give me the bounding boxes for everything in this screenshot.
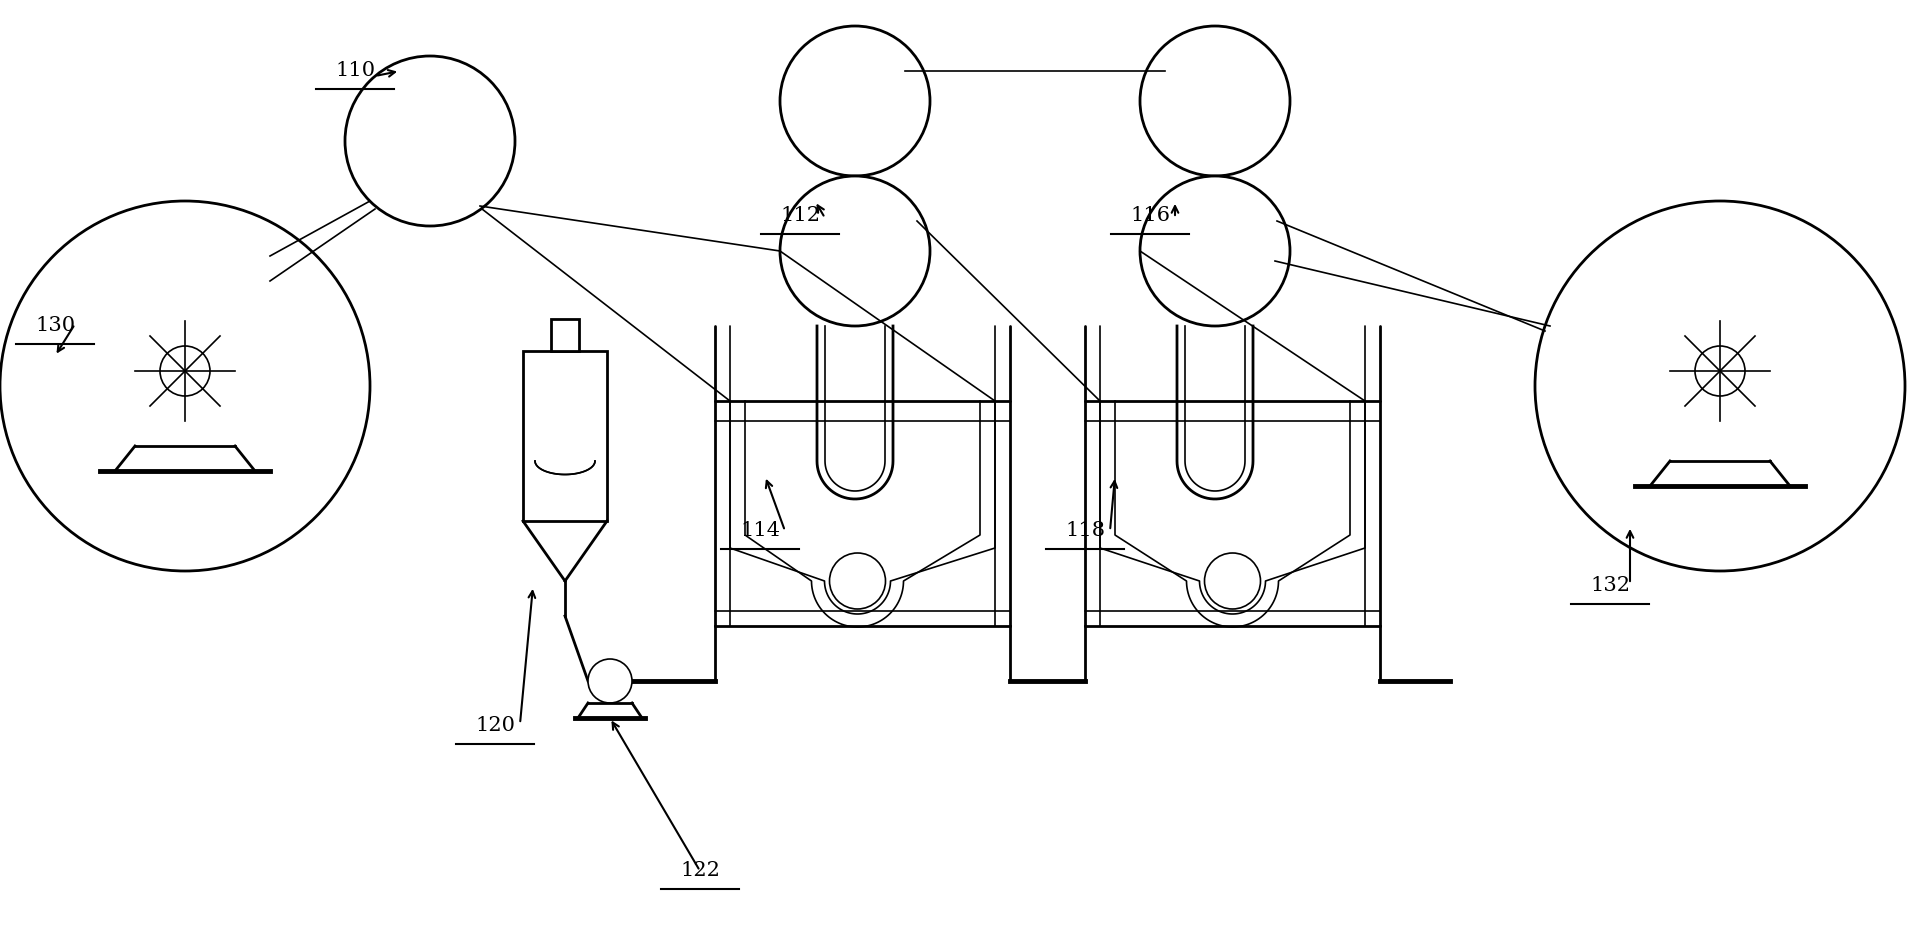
Circle shape — [780, 176, 931, 326]
Text: 118: 118 — [1064, 521, 1104, 540]
Circle shape — [1535, 201, 1905, 571]
Text: 120: 120 — [475, 716, 515, 735]
Bar — [551, 319, 580, 351]
Text: 114: 114 — [740, 521, 780, 540]
Circle shape — [587, 659, 631, 703]
Text: 112: 112 — [780, 206, 820, 225]
Text: 130: 130 — [34, 316, 74, 335]
Circle shape — [1140, 26, 1289, 176]
Circle shape — [345, 56, 515, 226]
Text: 116: 116 — [1131, 206, 1171, 225]
Circle shape — [0, 201, 370, 571]
Text: 110: 110 — [336, 61, 376, 80]
Circle shape — [830, 553, 885, 609]
Circle shape — [1140, 176, 1289, 326]
Text: 132: 132 — [1590, 576, 1630, 595]
Circle shape — [160, 346, 210, 396]
Text: 122: 122 — [681, 861, 721, 880]
Circle shape — [1695, 346, 1745, 396]
Circle shape — [780, 26, 931, 176]
Bar — [523, 351, 606, 521]
Circle shape — [1205, 553, 1261, 609]
